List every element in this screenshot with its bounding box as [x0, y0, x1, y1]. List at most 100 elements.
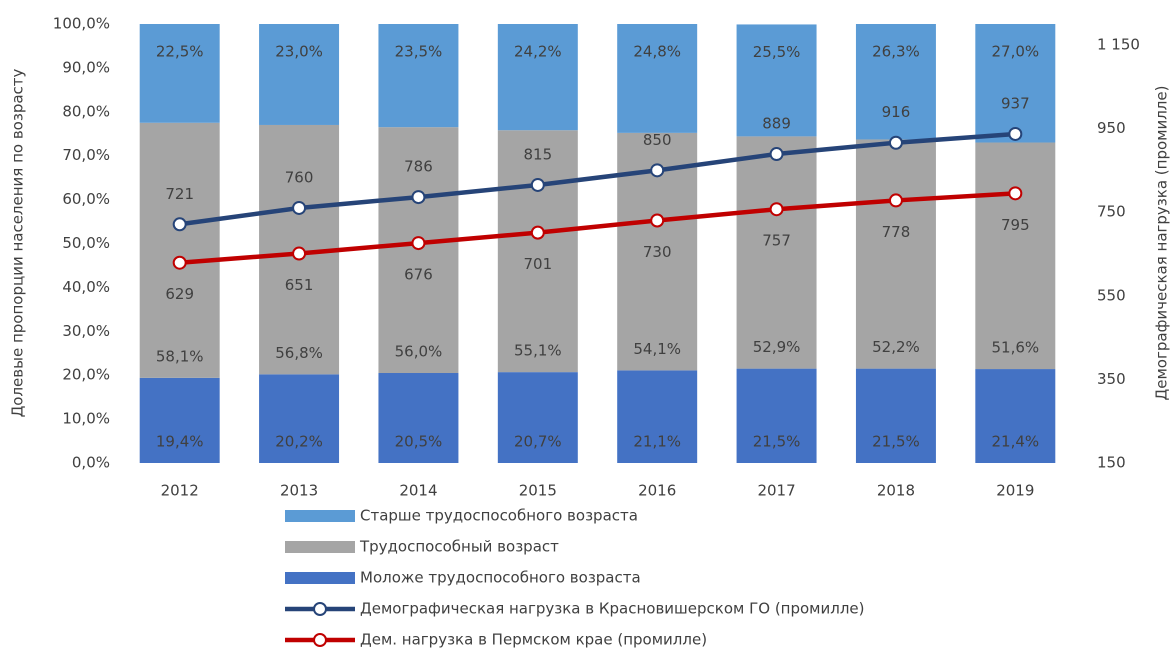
bar-value-label: 56,0% — [395, 343, 443, 361]
bar-value-label: 56,8% — [275, 344, 323, 362]
bar-value-label: 54,1% — [633, 340, 681, 358]
y-tick-label: 100,0% — [53, 15, 110, 33]
line-value-label: 757 — [762, 232, 791, 250]
line-point — [411, 190, 426, 205]
bar-value-label: 25,5% — [753, 43, 801, 61]
bar-value-label: 52,9% — [753, 338, 801, 356]
y2-axis-title: Демографическая нагрузка (промилле) — [1153, 86, 1171, 401]
line-point — [650, 163, 665, 178]
bar-value-label: 27,0% — [991, 43, 1039, 61]
y-tick-label: 20,0% — [62, 366, 110, 384]
bar-segment — [855, 368, 936, 463]
x-tick-label: 2013 — [280, 482, 318, 500]
x-tick-label: 2019 — [996, 482, 1034, 500]
bar-segment — [139, 377, 220, 463]
bar-segment — [975, 142, 1056, 370]
x-tick-label: 2015 — [519, 482, 557, 500]
line-value-label: 786 — [404, 158, 433, 176]
y-tick-label: 50,0% — [62, 234, 110, 252]
line-value-label: 778 — [882, 223, 911, 241]
y-tick-label: 80,0% — [62, 102, 110, 120]
y-tick-label: 10,0% — [62, 410, 110, 428]
bar-segment — [855, 139, 936, 369]
line-value-label: 916 — [882, 103, 911, 121]
line-value-label: 760 — [285, 168, 314, 186]
bar-segment — [617, 370, 698, 463]
x-tick-label: 2018 — [877, 482, 915, 500]
line-series — [179, 131, 1016, 227]
line-value-label: 850 — [643, 131, 672, 149]
line-value-label: 730 — [643, 243, 672, 261]
bar-value-label: 55,1% — [514, 342, 562, 360]
line-value-label: 676 — [404, 266, 433, 284]
legend-swatch — [285, 541, 355, 553]
line-point — [1008, 126, 1023, 141]
y2-tick-label: 150 — [1097, 454, 1126, 472]
legend-label: Демографическая нагрузка в Красновишерск… — [360, 600, 865, 618]
bar-value-label: 22,5% — [156, 43, 204, 61]
bar-value-label: 20,5% — [395, 433, 443, 451]
y-tick-label: 90,0% — [62, 58, 110, 76]
line-point — [292, 246, 307, 261]
bar-segment — [378, 127, 459, 374]
bar-value-label: 52,2% — [872, 338, 920, 356]
line-point — [1008, 186, 1023, 201]
y-tick-label: 70,0% — [62, 146, 110, 164]
y2-tick-label: 550 — [1097, 286, 1126, 304]
bar-value-label: 21,1% — [633, 433, 681, 451]
bar-segment — [139, 122, 220, 378]
bar-segment — [139, 24, 220, 123]
line-value-label: 651 — [285, 276, 314, 294]
bar-segment — [617, 24, 698, 133]
bar-segment — [736, 136, 817, 369]
bar-value-label: 19,4% — [156, 433, 204, 451]
bar-segment — [736, 368, 817, 463]
bar-value-label: 26,3% — [872, 43, 920, 61]
bar-value-label: 24,2% — [514, 43, 562, 61]
legend-label: Дем. нагрузка в Пермском крае (промилле) — [360, 631, 707, 649]
y-axis-title: Долевые пропорции населения по возрасту — [9, 68, 27, 417]
bar-segment — [736, 24, 817, 137]
bar-value-label: 58,1% — [156, 347, 204, 365]
line-point — [888, 193, 903, 208]
line-point — [650, 213, 665, 228]
line-point — [888, 135, 903, 150]
y-tick-label: 40,0% — [62, 278, 110, 296]
line-series — [179, 191, 1016, 265]
legend-swatch — [285, 510, 355, 522]
bar-value-label: 23,5% — [395, 43, 443, 61]
bar-segment — [259, 24, 340, 125]
bar-segment — [378, 24, 459, 128]
line-point — [769, 147, 784, 162]
y2-tick-label: 950 — [1097, 119, 1126, 137]
legend-label: Моложе трудоспособного возраста — [360, 569, 641, 587]
bar-value-label: 21,4% — [991, 433, 1039, 451]
y2-tick-label: 1 150 — [1097, 35, 1140, 53]
bar-segment — [497, 130, 578, 373]
line-value-label: 937 — [1001, 94, 1030, 112]
y-tick-label: 0,0% — [72, 454, 110, 472]
line-point — [530, 177, 545, 192]
bar-segment — [497, 24, 578, 131]
bar-segment — [855, 24, 936, 140]
legend-label: Старше трудоспособного возраста — [360, 507, 638, 525]
x-tick-label: 2016 — [638, 482, 676, 500]
line-point — [411, 236, 426, 251]
y-tick-label: 30,0% — [62, 322, 110, 340]
line-point — [530, 225, 545, 240]
line-point — [172, 217, 187, 232]
bar-segment — [378, 373, 459, 463]
bar-value-label: 20,2% — [275, 433, 323, 451]
line-value-label: 795 — [1001, 216, 1030, 234]
x-tick-label: 2014 — [399, 482, 437, 500]
line-value-label: 721 — [165, 185, 194, 203]
line-point — [292, 200, 307, 215]
line-value-label: 701 — [523, 255, 552, 273]
line-value-label: 815 — [523, 145, 552, 163]
y2-tick-label: 750 — [1097, 203, 1126, 221]
bar-value-label: 24,8% — [633, 43, 681, 61]
bar-value-label: 23,0% — [275, 43, 323, 61]
line-point — [172, 255, 187, 270]
bar-segment — [497, 372, 578, 463]
